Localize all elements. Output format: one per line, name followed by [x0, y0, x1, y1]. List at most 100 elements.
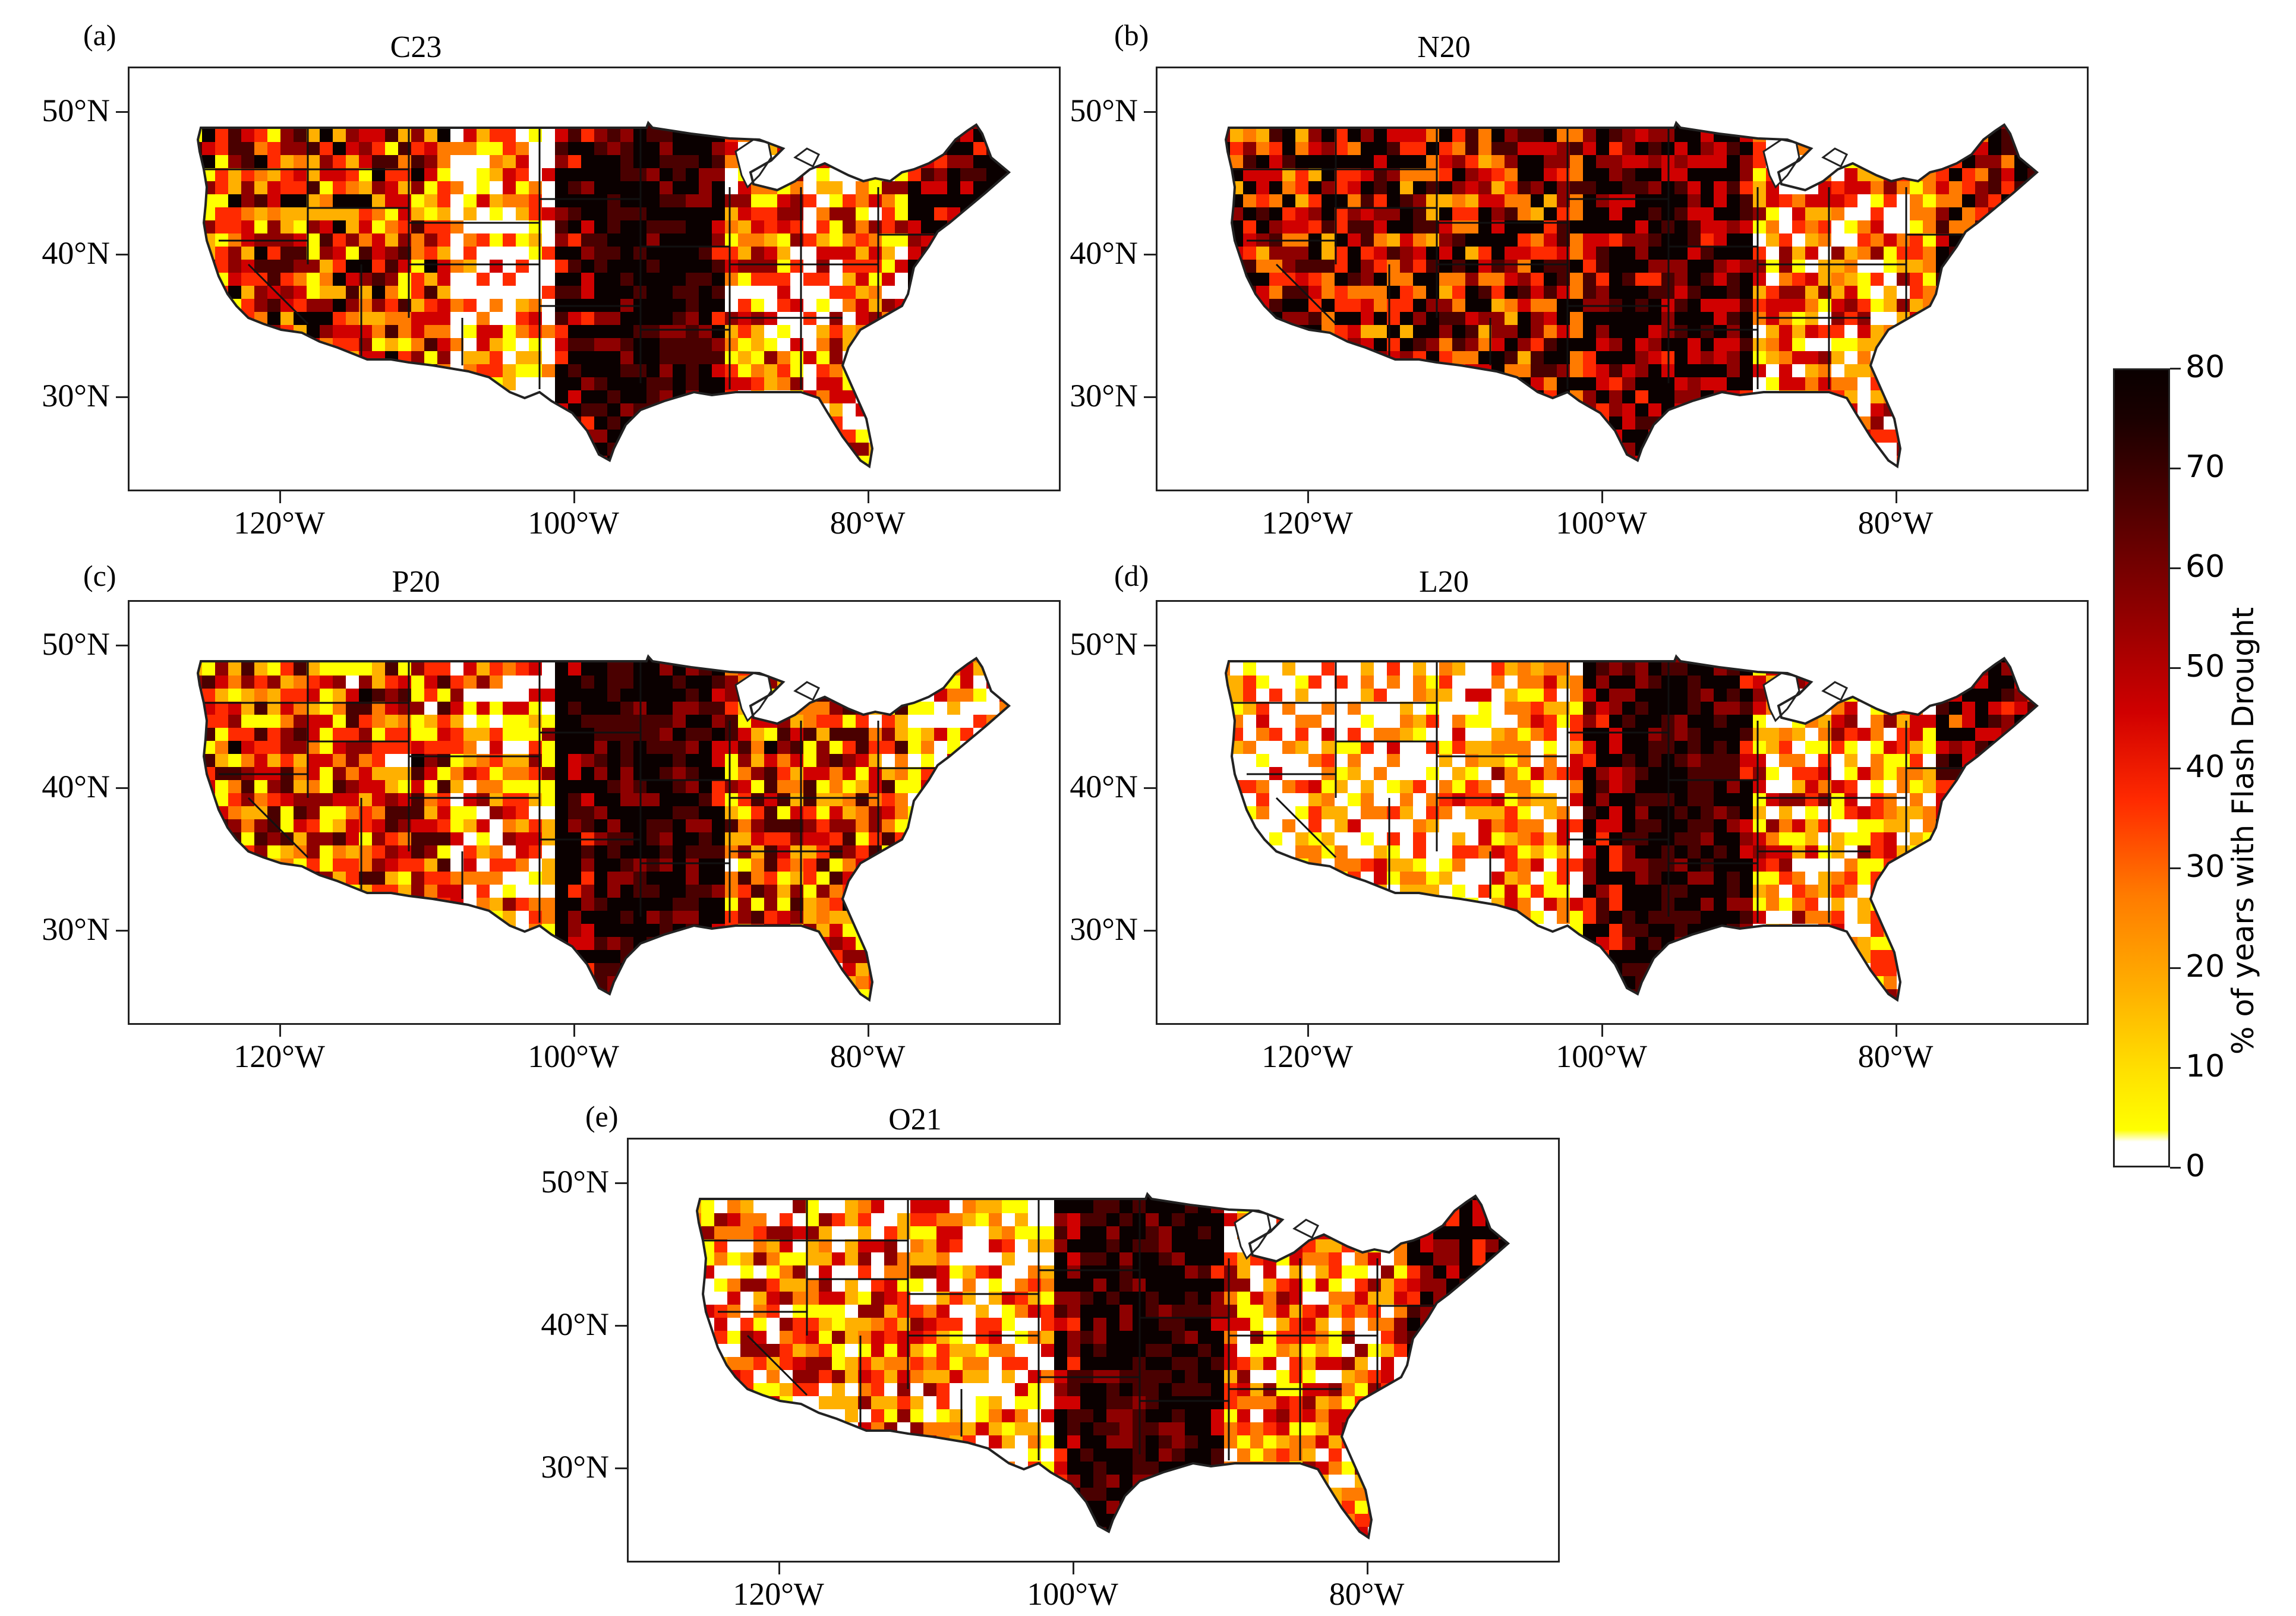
- panel-title: L20: [1419, 565, 1469, 599]
- colorbar-tick-label: 50: [2185, 649, 2225, 685]
- coastline: [695, 1192, 1510, 1540]
- longitude-tick: [868, 491, 869, 503]
- longitude-label: 80°W: [1857, 505, 1934, 541]
- longitude-tick: [1073, 1563, 1074, 1574]
- longitude-label: 100°W: [1556, 505, 1647, 541]
- drought-grid: [1226, 123, 2037, 466]
- latitude-label: 50°N: [541, 1164, 609, 1200]
- latitude-tick: [116, 396, 128, 398]
- flash-drought-map: [695, 1192, 1510, 1540]
- latitude-tick: [1144, 396, 1156, 398]
- latitude-label: 50°N: [1070, 626, 1138, 662]
- longitude-tick: [573, 1025, 575, 1037]
- longitude-tick: [279, 491, 281, 503]
- flash-drought-map: [196, 121, 1011, 469]
- colorbar-tick-label: 80: [2185, 349, 2225, 385]
- flash-drought-map: [1224, 654, 2039, 1002]
- latitude-tick: [1144, 111, 1156, 113]
- flash-drought-map: [196, 654, 1011, 1002]
- latitude-tick: [1144, 645, 1156, 646]
- latitude-label: 50°N: [1070, 93, 1138, 128]
- drought-grid: [198, 123, 1009, 466]
- colorbar-title: % of years with Flash Drought: [2226, 607, 2260, 1055]
- panel-title: C23: [390, 30, 442, 64]
- longitude-label: 100°W: [528, 505, 619, 541]
- drought-grid: [1226, 656, 2037, 1000]
- coastline: [1224, 654, 2039, 1002]
- map-frame: [128, 67, 1061, 491]
- state-borders: [1229, 661, 2001, 923]
- longitude-label: 120°W: [234, 505, 325, 541]
- latitude-tick: [615, 1467, 627, 1469]
- colorbar-tick-label: 20: [2185, 948, 2225, 984]
- map-frame: [1156, 600, 2089, 1025]
- longitude-label: 120°W: [1261, 1039, 1353, 1074]
- panel-letter: (a): [83, 18, 116, 52]
- longitude-label: 120°W: [234, 1039, 325, 1074]
- panel-letter: (c): [83, 559, 116, 592]
- latitude-tick: [116, 930, 128, 932]
- longitude-tick: [279, 1025, 281, 1037]
- latitude-tick: [1144, 254, 1156, 255]
- panel-letter: (b): [1114, 18, 1149, 52]
- longitude-label: 80°W: [830, 505, 906, 541]
- latitude-label: 30°N: [42, 378, 110, 414]
- panel-title: N20: [1417, 30, 1471, 64]
- latitude-label: 50°N: [42, 93, 110, 128]
- longitude-tick: [778, 1563, 780, 1574]
- colorbar-tick-label: 0: [2185, 1148, 2206, 1184]
- longitude-tick: [573, 491, 575, 503]
- longitude-label: 120°W: [733, 1576, 824, 1612]
- longitude-tick: [1307, 491, 1309, 503]
- longitude-label: 80°W: [830, 1039, 906, 1074]
- panel-letter: (e): [585, 1100, 619, 1133]
- panel-title: P20: [392, 565, 440, 599]
- state-borders: [201, 661, 973, 923]
- longitude-tick: [1601, 1025, 1603, 1037]
- latitude-label: 40°N: [42, 235, 110, 271]
- colorbar-tick: [2170, 867, 2181, 869]
- longitude-label: 100°W: [1027, 1576, 1118, 1612]
- latitude-label: 30°N: [42, 911, 110, 947]
- longitude-label: 80°W: [1329, 1576, 1405, 1612]
- colorbar-tick-label: 40: [2185, 749, 2225, 785]
- map-frame: [627, 1138, 1560, 1563]
- map-frame: [128, 600, 1061, 1025]
- colorbar-tick: [2170, 368, 2181, 370]
- state-borders: [1229, 128, 2001, 389]
- latitude-label: 30°N: [1070, 911, 1138, 947]
- longitude-label: 120°W: [1261, 505, 1353, 541]
- latitude-label: 40°N: [541, 1306, 609, 1342]
- longitude-tick: [1307, 1025, 1309, 1037]
- flash-drought-map: [1224, 121, 2039, 469]
- colorbar-tick: [2170, 1066, 2181, 1069]
- colorbar-tick: [2170, 967, 2181, 969]
- latitude-label: 30°N: [541, 1449, 609, 1485]
- colorbar-tick-label: 10: [2185, 1048, 2225, 1084]
- coastline: [196, 121, 1011, 469]
- latitude-tick: [1144, 787, 1156, 789]
- colorbar-tick: [2170, 567, 2181, 570]
- latitude-tick: [116, 111, 128, 113]
- latitude-label: 30°N: [1070, 378, 1138, 414]
- colorbar-tick: [2170, 468, 2181, 470]
- latitude-label: 50°N: [42, 626, 110, 662]
- latitude-tick: [116, 254, 128, 255]
- longitude-label: 100°W: [528, 1039, 619, 1074]
- colorbar-tick-label: 60: [2185, 549, 2225, 585]
- colorbar-tick: [2170, 1167, 2181, 1169]
- coastline: [1224, 121, 2039, 469]
- drought-grid: [697, 1194, 1508, 1538]
- latitude-tick: [116, 787, 128, 789]
- latitude-tick: [116, 645, 128, 646]
- longitude-tick: [868, 1025, 869, 1037]
- drought-grid: [198, 656, 1009, 1000]
- panel-title: O21: [888, 1103, 942, 1137]
- panel-letter: (d): [1114, 559, 1149, 592]
- latitude-tick: [615, 1182, 627, 1184]
- longitude-tick: [1601, 491, 1603, 503]
- coastline: [196, 654, 1011, 1002]
- colorbar-tick-label: 70: [2185, 449, 2225, 485]
- longitude-label: 80°W: [1857, 1039, 1934, 1074]
- latitude-label: 40°N: [42, 769, 110, 804]
